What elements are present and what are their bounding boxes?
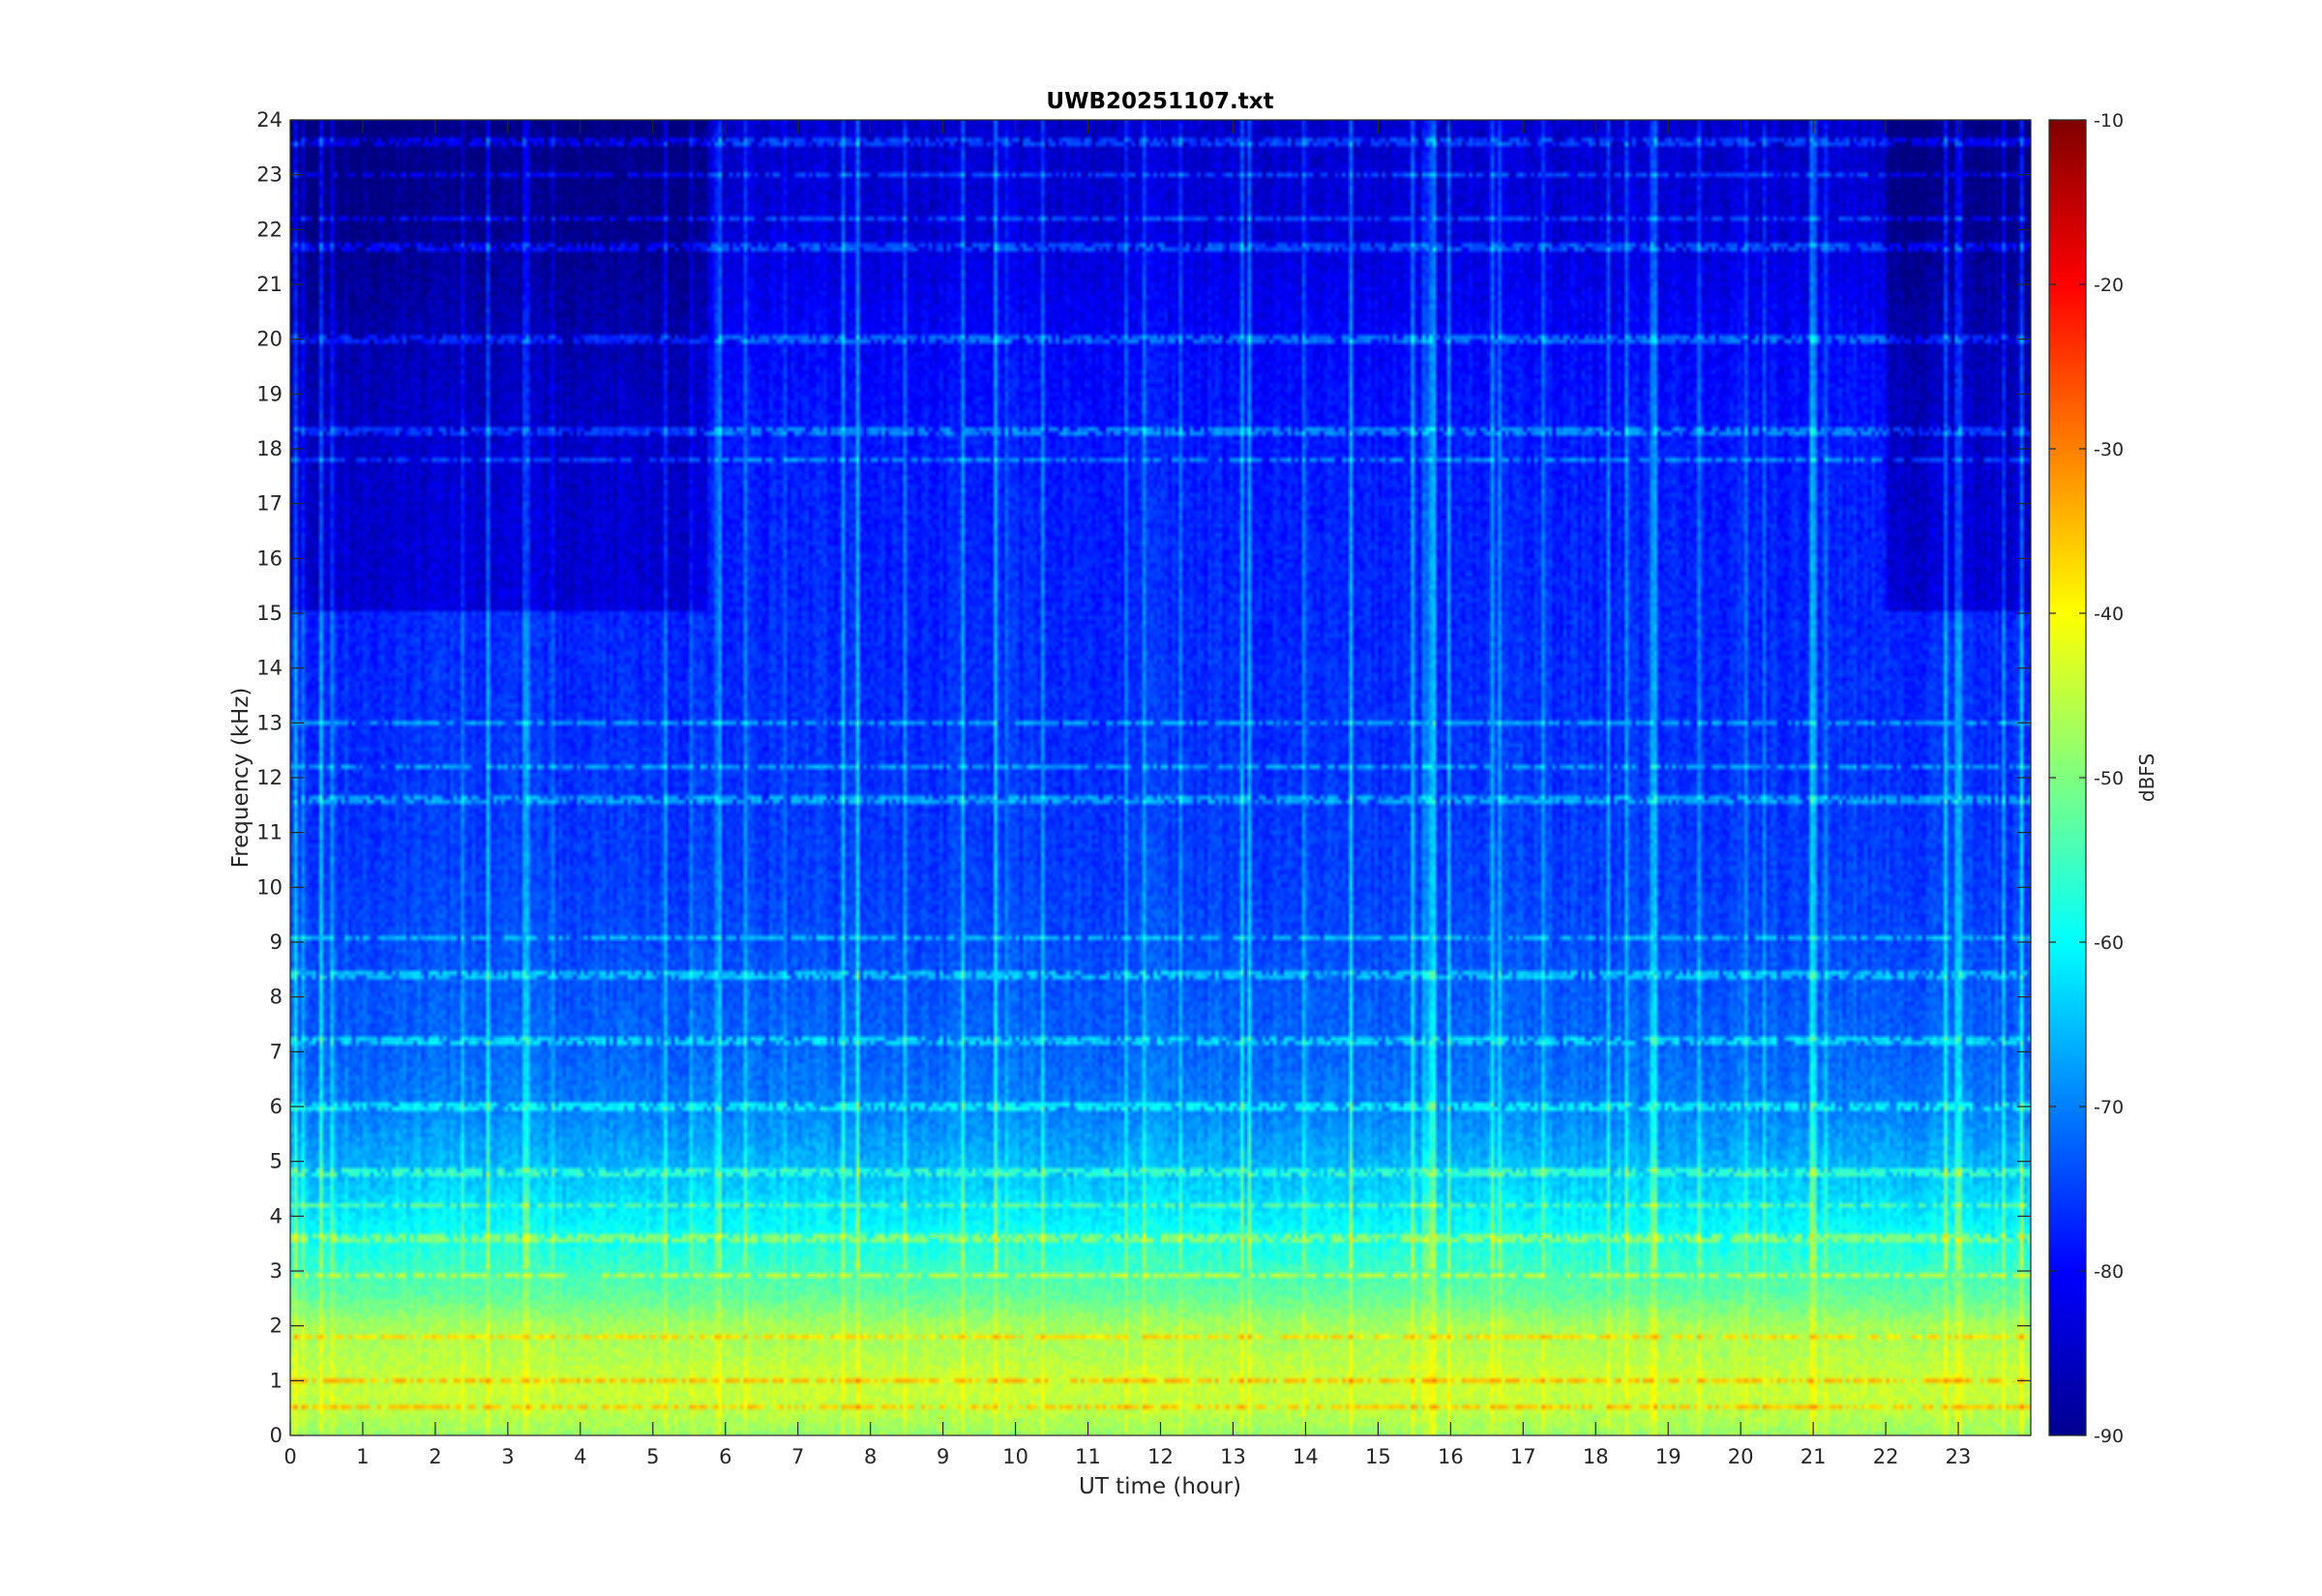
y-tick-label: 14: [256, 657, 283, 680]
colorbar-tick-label: -70: [2094, 1097, 2124, 1118]
x-tick-label: 1: [356, 1445, 369, 1468]
y-tick-label: 8: [270, 986, 283, 1009]
x-tick-label: 7: [791, 1445, 804, 1468]
colorbar-tick-label: -80: [2094, 1261, 2124, 1283]
x-tick-label: 22: [1873, 1445, 1899, 1468]
colorbar-tick-label: -90: [2094, 1426, 2124, 1447]
y-tick-label: 11: [256, 821, 283, 844]
y-tick-label: 5: [270, 1150, 283, 1173]
chart-title: UWB20251107.txt: [1046, 89, 1273, 114]
y-tick-label: 10: [256, 875, 283, 899]
x-tick-label: 15: [1365, 1445, 1391, 1468]
y-tick-label: 12: [256, 766, 283, 789]
y-tick-label: 22: [256, 218, 283, 241]
y-tick-label: 20: [256, 328, 283, 351]
colorbar-tick-label: -60: [2094, 932, 2124, 954]
y-tick-label: 1: [270, 1369, 283, 1392]
y-tick-label: 13: [256, 711, 283, 734]
x-axis-label: UT time (hour): [1079, 1474, 1241, 1499]
x-tick-label: 4: [574, 1445, 586, 1468]
y-tick-label: 16: [256, 547, 283, 570]
y-tick-label: 17: [256, 492, 283, 516]
colorbar-ticks: -10 -20 -30 -40 -50 -60 -70 -80 -90: [2049, 110, 2124, 1447]
x-tick-label: 14: [1293, 1445, 1319, 1468]
x-tick-label: 9: [937, 1445, 949, 1468]
x-tick-label: 20: [1728, 1445, 1754, 1468]
y-tick-label: 0: [270, 1424, 283, 1447]
colorbar-tick-label: -50: [2094, 768, 2124, 789]
x-tick-label: 5: [646, 1445, 659, 1468]
y-tick-label: 9: [270, 931, 283, 954]
x-tick-label: 21: [1801, 1445, 1827, 1468]
x-tick-label: 2: [429, 1445, 441, 1468]
spectrogram-raster: [290, 120, 2031, 1435]
y-tick-label: 21: [256, 273, 283, 296]
y-tick-label: 19: [256, 382, 283, 405]
y-tick-label: 18: [256, 437, 283, 460]
colorbar: -10 -20 -30 -40 -50 -60 -70 -80 -90 dBFS: [2048, 110, 2158, 1447]
y-tick-label: 7: [270, 1040, 283, 1063]
x-tick-label: 23: [1946, 1445, 1972, 1468]
colorbar-tick-label: -10: [2094, 110, 2124, 132]
colorbar-tick-label: -30: [2094, 439, 2124, 460]
x-tick-label: 8: [864, 1445, 877, 1468]
y-tick-label: 6: [270, 1095, 283, 1118]
x-tick-label: 6: [719, 1445, 731, 1468]
spectrogram: [290, 120, 2031, 1435]
colorbar-tick-label: -40: [2094, 604, 2124, 625]
y-axis-label: Frequency (kHz): [228, 688, 253, 869]
x-tick-label: 13: [1220, 1445, 1246, 1468]
colorbar-label: dBFS: [2135, 754, 2158, 802]
x-tick-label: 11: [1075, 1445, 1101, 1468]
x-tick-label: 0: [283, 1445, 296, 1468]
colorbar-tick-label: -20: [2094, 275, 2124, 296]
y-tick-label: 2: [270, 1315, 283, 1338]
x-tick-label: 3: [501, 1445, 514, 1468]
y-tick-label: 15: [256, 602, 283, 625]
x-tick-label: 17: [1510, 1445, 1536, 1468]
x-tick-label: 19: [1655, 1445, 1682, 1468]
y-tick-label: 24: [256, 108, 283, 132]
y-tick-label: 3: [270, 1259, 283, 1283]
x-tick-label: 12: [1147, 1445, 1174, 1468]
y-tick-label: 4: [270, 1204, 283, 1227]
x-tick-label: 18: [1583, 1445, 1609, 1468]
x-tick-label: 16: [1438, 1445, 1464, 1468]
x-tick-label: 10: [1002, 1445, 1028, 1468]
x-axis: 0 1 2 3 4 5 6 7 8 9 10 11 12 13 14 15 16 17 18 19 20 21 22 23: [283, 120, 1971, 1468]
y-tick-label: 23: [256, 163, 283, 187]
